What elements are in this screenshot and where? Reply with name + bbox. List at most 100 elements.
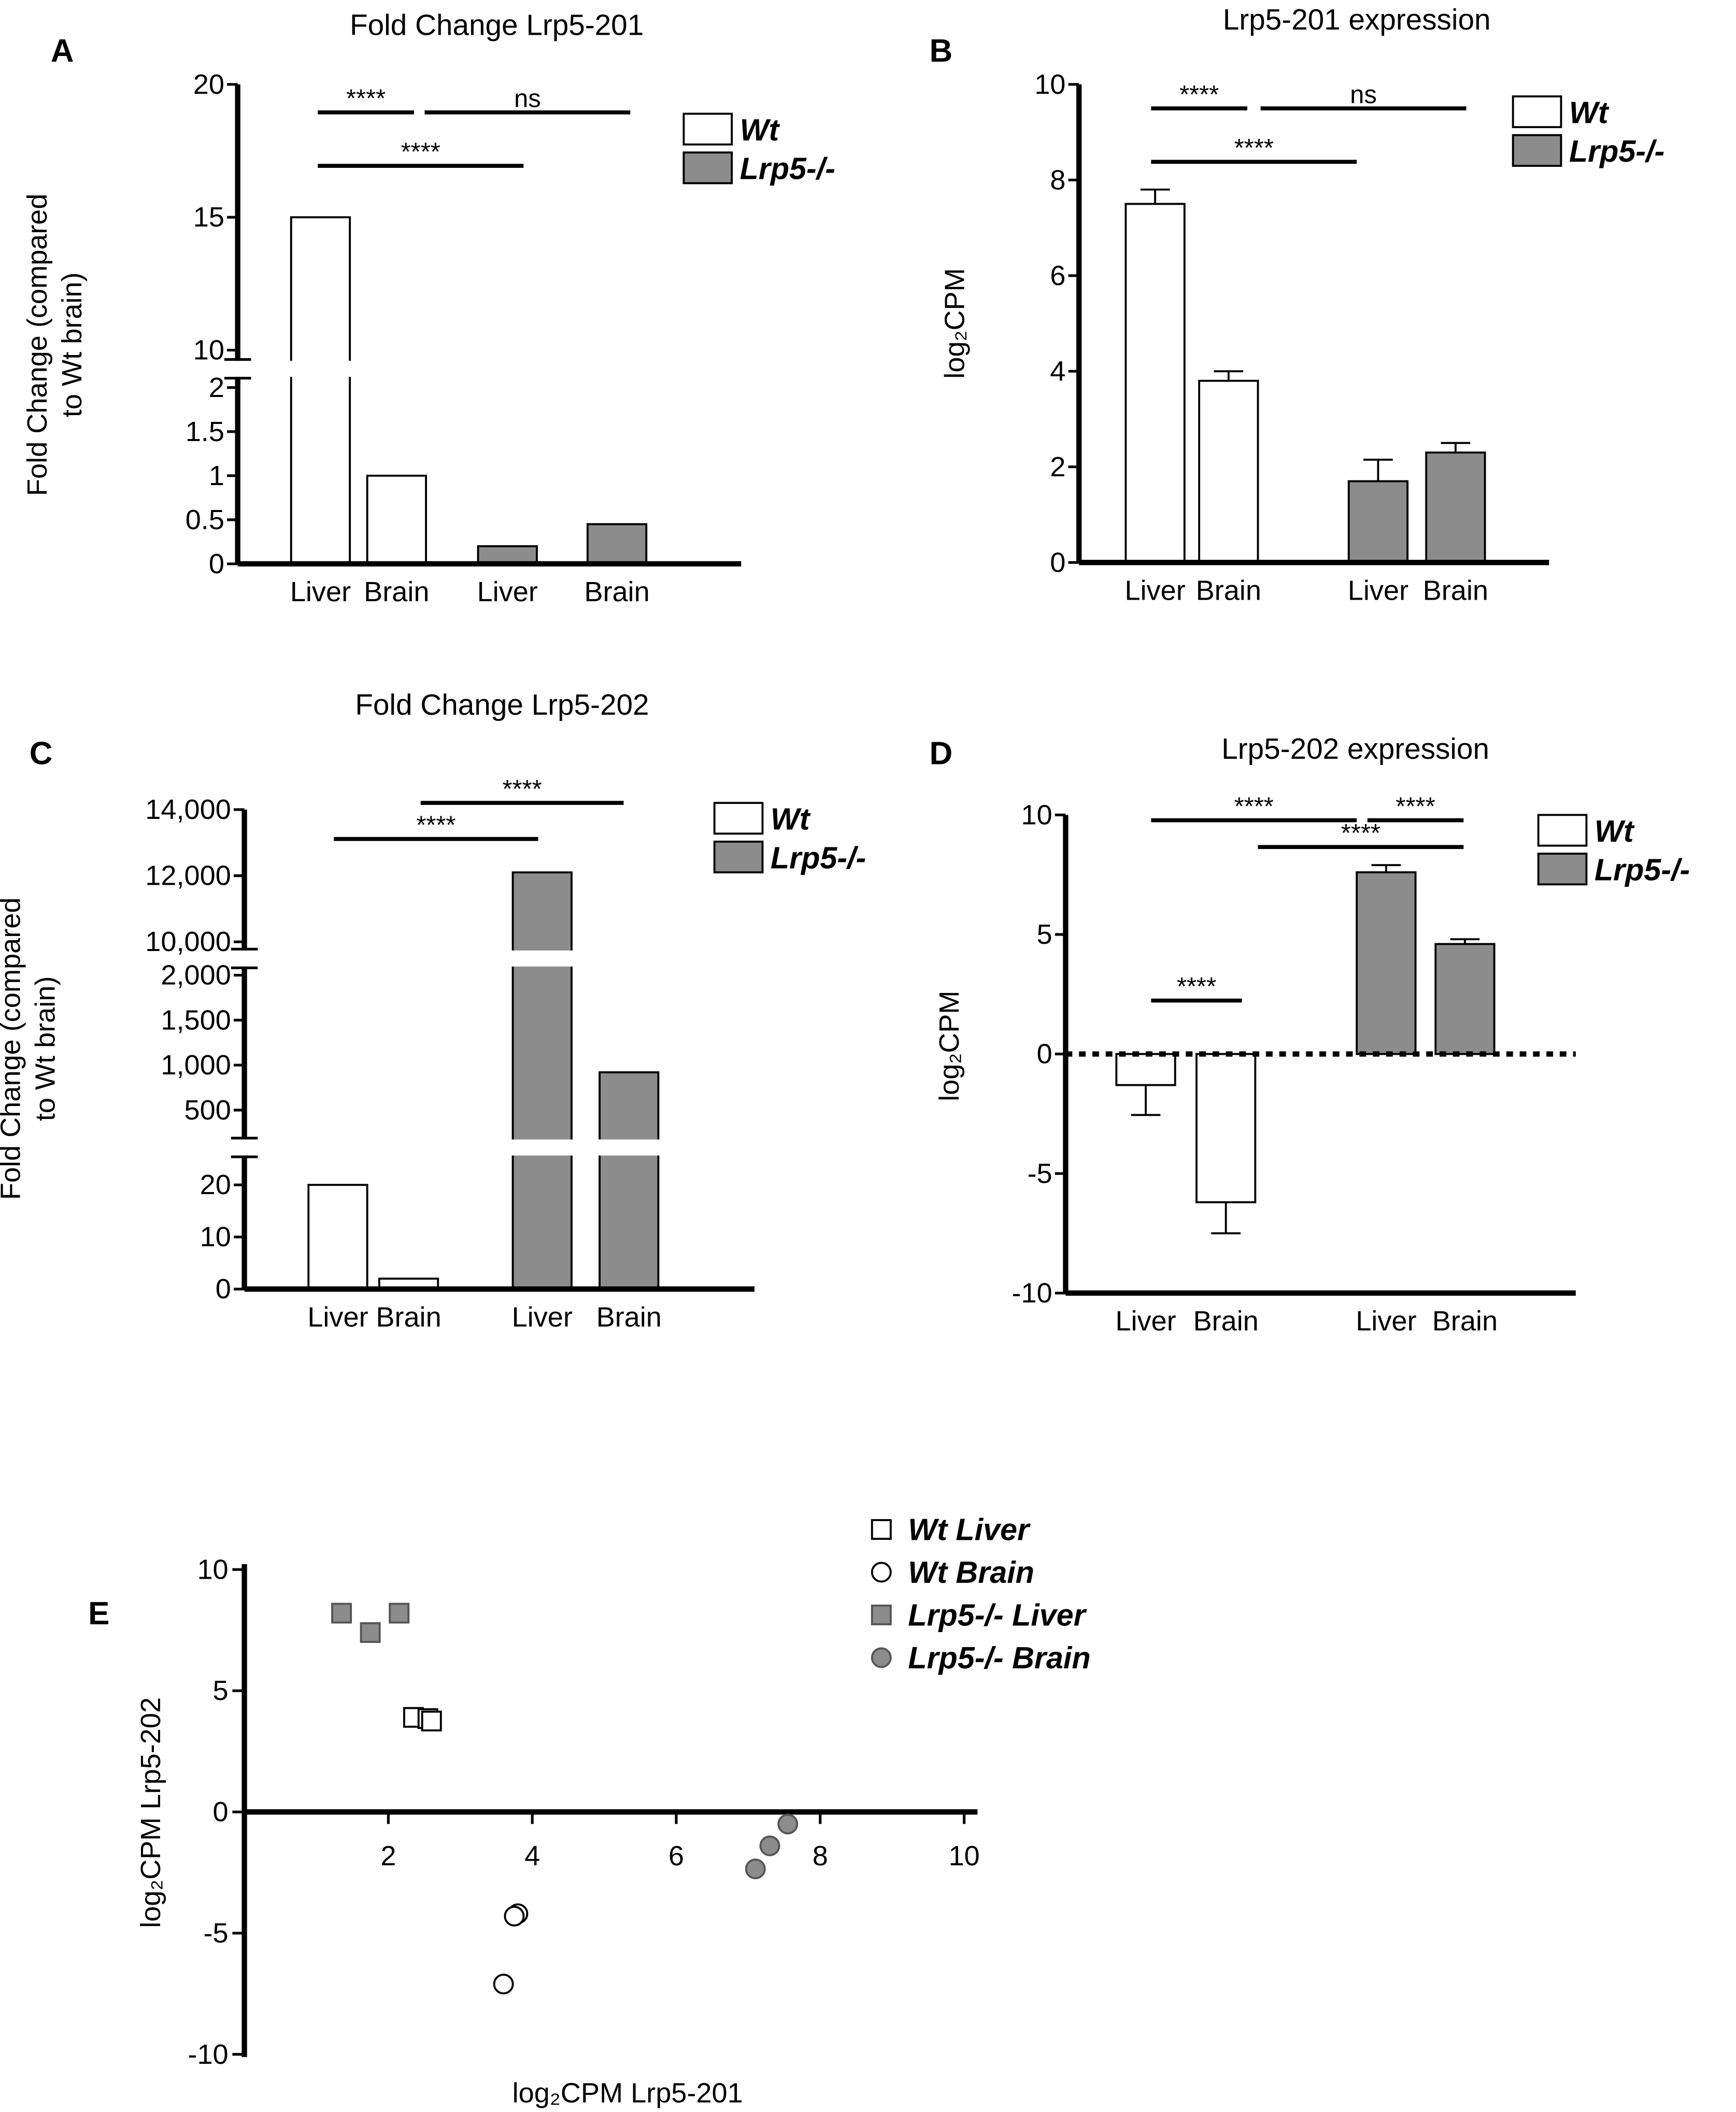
y-tick-label: 2 [209, 372, 224, 403]
legend-label: Wt [771, 802, 811, 837]
y-axis-label: Fold Change (compared [22, 194, 53, 497]
legend-swatch [682, 112, 733, 146]
y-tick-label: 0 [1037, 1039, 1052, 1070]
y-tick-label: -10 [188, 2039, 228, 2070]
legend-label: Wt Liver [908, 1512, 1031, 1547]
legend-label: Lrp5-/- Brain [908, 1640, 1090, 1675]
significance-label: ns [1350, 81, 1377, 109]
x-tick-label: 6 [668, 1840, 684, 1872]
legend-swatch [1537, 853, 1588, 886]
significance-label: **** [1234, 134, 1274, 162]
y-tick-label: 14,000 [145, 794, 231, 825]
y-tick-label: 10 [200, 1222, 231, 1253]
panel-label: B [930, 33, 953, 69]
panel-label: C [30, 735, 53, 771]
bar [511, 871, 573, 1291]
panel-2: Fold Change Lrp5-202 C Fold Change (compar… [0, 689, 866, 1333]
bar [586, 523, 648, 565]
x-tick-label: Liver [512, 1301, 573, 1333]
x-tick-label: Liver [1115, 1306, 1176, 1337]
legend-label: Wt Brain [908, 1555, 1034, 1590]
y-tick-label: 15 [193, 202, 224, 233]
bar [290, 216, 351, 565]
significance-label: **** [346, 85, 386, 113]
y-tick-label: 0 [1050, 547, 1065, 578]
chart-title: Lrp5-202 expression [1221, 733, 1489, 766]
significance-label: **** [1234, 792, 1274, 820]
x-tick-label: Liver [290, 576, 351, 607]
significance-label: ns [514, 85, 541, 113]
x-tick-label: Brain [376, 1301, 441, 1333]
y-axis-label: log₂CPM Lrp5-202 [135, 1697, 166, 1928]
x-tick-label: Liver [1356, 1306, 1416, 1337]
significance-label: **** [1396, 792, 1435, 820]
y-tick-label: -5 [204, 1918, 229, 1949]
chart-title: Lrp5-201 expression [1223, 4, 1491, 36]
x-axis-label: log₂CPM Lrp5-201 [513, 2078, 743, 2109]
y-tick-label: 10 [197, 1554, 228, 1585]
point [493, 1974, 514, 1995]
significance-label: **** [416, 811, 456, 839]
y-tick-label: 12,000 [145, 860, 231, 891]
x-tick-label: Liver [1125, 575, 1185, 606]
x-tick-label: Liver [477, 576, 538, 607]
y-tick-label: -5 [1027, 1158, 1052, 1189]
significance-label: **** [401, 138, 440, 166]
x-tick-label: Brain [364, 576, 429, 607]
panel-label: D [930, 735, 953, 771]
bar [1198, 379, 1259, 564]
bar [1356, 871, 1417, 1055]
legend-label: Lrp5-/- Liver [908, 1598, 1087, 1633]
axis-break [228, 1139, 758, 1156]
y-tick-label: 0 [209, 548, 224, 579]
y-tick-label: 0.5 [186, 504, 224, 535]
significance-label: **** [1341, 819, 1381, 847]
y-tick-label: 4 [1050, 356, 1065, 387]
panel-0: Fold Change Lrp5-201 A Fold Change (compar… [22, 9, 835, 607]
point [389, 1603, 410, 1624]
bar [366, 474, 427, 565]
panel-scatter: E 2 4 6 8 10 -10 -5 0 5 10 log₂CPM Lrp5-201 log₂CPM … [88, 1512, 1090, 2109]
panel-label: E [88, 1596, 109, 1632]
y-tick-label: 8 [1050, 164, 1065, 195]
y-axis-label: log₂CPM [934, 990, 965, 1101]
chart-title: Fold Change Lrp5-201 [350, 9, 644, 41]
x-tick-label: Liver [307, 1301, 368, 1333]
y-tick-label: 1 [209, 460, 224, 491]
x-tick-label: Brain [584, 576, 649, 607]
x-tick-label: Brain [1432, 1306, 1498, 1337]
axis-break [221, 361, 744, 377]
bar [1125, 203, 1186, 564]
y-tick-label: 500 [184, 1095, 231, 1126]
legend-swatch [713, 802, 764, 835]
legend-swatch [682, 151, 733, 185]
y-tick-label: 1.5 [186, 416, 224, 447]
legend-label: Wt [1569, 95, 1610, 130]
y-axis-label: log₂CPM [940, 268, 971, 378]
y-tick-label: -10 [1012, 1278, 1052, 1309]
y-tick-label: 0 [216, 1273, 231, 1305]
panel-label: A [51, 33, 74, 69]
bar [1425, 451, 1486, 564]
y-tick-label: 10 [1034, 69, 1065, 100]
point [504, 1906, 525, 1927]
bar [1434, 943, 1496, 1055]
y-axis-label: to Wt brain) [56, 272, 88, 417]
point [745, 1858, 766, 1879]
legend-swatch [713, 840, 764, 874]
chart-title: Fold Change Lrp5-202 [355, 689, 649, 721]
bar [599, 1071, 660, 1291]
y-axis-label: to Wt brain) [30, 976, 61, 1122]
legend-marker [871, 1562, 892, 1583]
y-tick-label: 2 [1050, 451, 1065, 483]
bar [1347, 480, 1409, 564]
x-tick-label: 4 [524, 1840, 540, 1872]
x-tick-label: 8 [813, 1840, 828, 1872]
point [759, 1835, 780, 1856]
y-tick-label: 10 [193, 335, 224, 366]
y-tick-label: 0 [213, 1796, 229, 1827]
significance-label: **** [1179, 81, 1219, 109]
